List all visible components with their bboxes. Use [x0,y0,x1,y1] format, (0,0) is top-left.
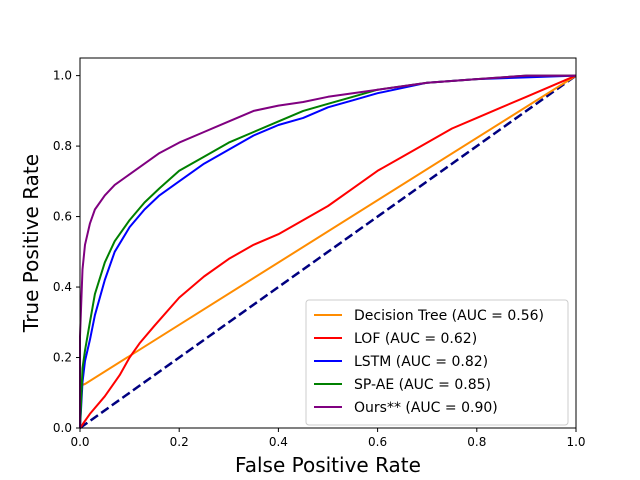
y-axis-label: True Positive Rate [19,154,43,333]
y-tick-label: 0.6 [53,210,72,224]
legend: Decision Tree (AUC = 0.56) LOF (AUC = 0.6… [305,299,569,426]
legend-label-3: SP-AE (AUC = 0.85) [354,377,491,393]
series-line-2 [79,74,577,429]
y-tick-label: 0.8 [53,139,72,153]
x-tick-label: 0.4 [269,435,288,449]
plot-frame [79,57,577,429]
series-layer [79,74,577,430]
legend-box [305,299,569,426]
x-tick-label: 1.0 [566,435,585,449]
y-tick-label: 0.4 [53,280,72,294]
y-tick-label: 1.0 [53,69,72,83]
tick-layer: 0.0 0.2 0.4 0.6 0.8 1.0 0.0 0.2 0.4 0.6 0.8 1.0 [53,69,586,449]
x-tick-label: 0.0 [70,435,89,449]
series-line-1 [79,74,577,429]
x-tick-label: 0.8 [467,435,486,449]
legend-label-4: Ours** (AUC = 0.90) [354,400,498,416]
legend-label-2: LSTM (AUC = 0.82) [354,354,488,370]
series-line-4 [79,74,576,428]
reference-diagonal-line [79,74,577,430]
x-axis-label: False Positive Rate [235,453,421,477]
y-tick-label: 0.2 [53,351,72,365]
legend-label-1: LOF (AUC = 0.62) [354,331,477,347]
x-tick-label: 0.2 [170,435,189,449]
y-tick-label: 0.0 [53,421,72,435]
x-tick-label: 0.6 [368,435,387,449]
legend-label-0: Decision Tree (AUC = 0.56) [354,308,544,324]
